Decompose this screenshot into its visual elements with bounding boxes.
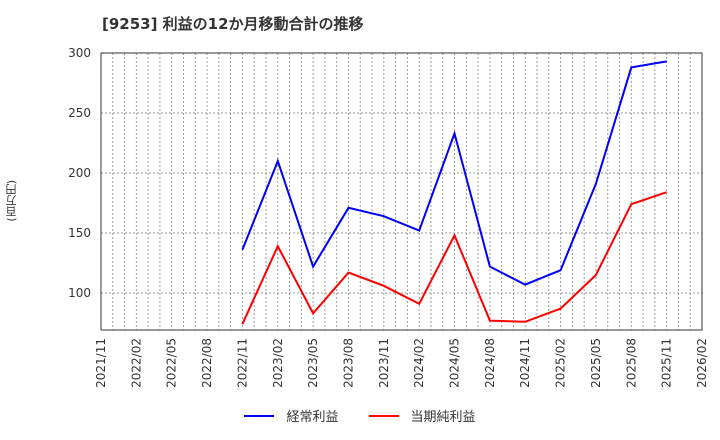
plot-frame	[100, 52, 703, 331]
svg-text:300: 300	[68, 46, 91, 60]
chart-title: [9253] 利益の12か月移動合計の推移	[102, 15, 364, 33]
svg-text:2023/11: 2023/11	[377, 338, 391, 388]
legend-item-ordinary-profit: 経常利益	[244, 406, 339, 425]
svg-text:2024/11: 2024/11	[518, 338, 532, 388]
svg-text:2026/02: 2026/02	[695, 338, 709, 388]
svg-text:2022/11: 2022/11	[235, 338, 249, 388]
svg-text:2025/08: 2025/08	[624, 338, 638, 388]
svg-text:2025/05: 2025/05	[589, 338, 603, 388]
svg-text:2023/02: 2023/02	[271, 338, 285, 388]
svg-text:150: 150	[68, 226, 91, 240]
legend-label: 当期純利益	[410, 410, 476, 425]
svg-text:2022/05: 2022/05	[165, 338, 179, 388]
legend: 経常利益 当期純利益	[0, 406, 720, 425]
y-axis-ticks: 100 150 200 250 300	[68, 46, 91, 300]
svg-text:250: 250	[68, 106, 91, 120]
svg-text:2021/11: 2021/11	[94, 338, 108, 388]
svg-text:100: 100	[68, 286, 91, 300]
svg-text:2024/02: 2024/02	[412, 338, 426, 388]
svg-text:2022/02: 2022/02	[129, 338, 143, 388]
svg-text:200: 200	[68, 166, 91, 180]
legend-swatch-blue	[244, 414, 275, 417]
legend-item-net-profit: 当期純利益	[368, 406, 476, 425]
svg-text:2025/11: 2025/11	[660, 338, 674, 388]
legend-swatch-red	[368, 414, 399, 417]
svg-text:2025/02: 2025/02	[554, 338, 568, 388]
grid-lines	[101, 53, 702, 330]
svg-text:2024/05: 2024/05	[448, 338, 462, 388]
legend-label: 経常利益	[286, 410, 339, 425]
svg-text:2022/08: 2022/08	[200, 338, 214, 388]
series-lines	[241, 60, 667, 325]
svg-text:2023/05: 2023/05	[306, 338, 320, 388]
svg-text:2023/08: 2023/08	[341, 338, 355, 388]
x-axis-ticks: 2021/11 2022/02 2022/05 2022/08 2022/11 2023/…	[94, 338, 709, 388]
svg-text:2024/08: 2024/08	[483, 338, 497, 388]
